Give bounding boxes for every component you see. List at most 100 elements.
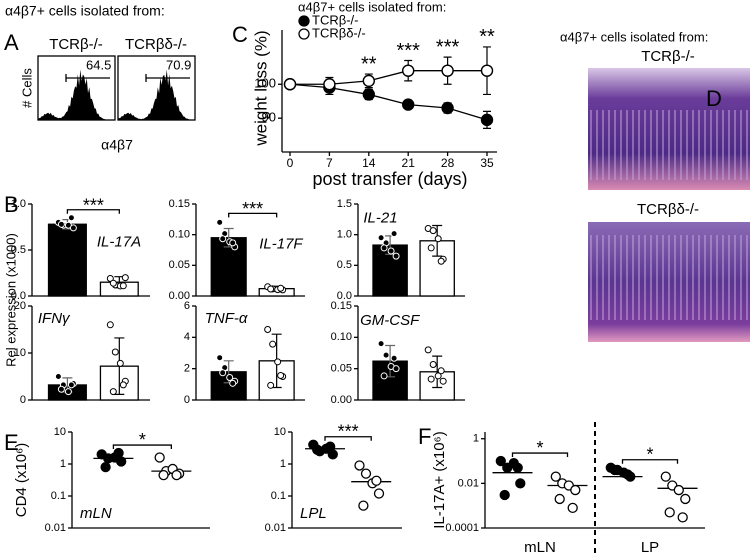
point: [371, 475, 382, 486]
significance-bracket: [621, 459, 679, 464]
point: [512, 462, 523, 473]
point: [427, 244, 435, 252]
point: [216, 354, 224, 362]
y-tick-label: 1.0: [11, 198, 26, 210]
point: [158, 469, 169, 481]
gene-label: GM-CSF: [360, 312, 420, 329]
point: [229, 379, 237, 387]
point: [495, 455, 506, 467]
point: [554, 493, 565, 505]
y-axis-label: Rel expression (x1000): [3, 233, 18, 367]
y-tick-label: 10: [54, 426, 66, 438]
y-tick-label: 0.0001: [445, 522, 479, 534]
y-tick-label: 0.05: [169, 259, 190, 271]
point: [113, 447, 124, 459]
y-axis-label: weight loss (%): [251, 30, 270, 146]
x-tick-label: mLN: [524, 539, 556, 556]
error-bar: [432, 355, 443, 389]
point: [377, 234, 385, 242]
significance: ***: [83, 195, 104, 215]
point: [116, 456, 127, 467]
panel-d-title: α4β7+ cells isolated from:: [560, 29, 708, 44]
y-axis-label: # Cells: [19, 68, 34, 108]
point: [480, 113, 494, 127]
point: [429, 227, 437, 235]
point: [216, 218, 224, 226]
point: [380, 372, 388, 380]
y-tick-label: 100: [254, 76, 276, 91]
point: [358, 500, 369, 511]
y-tick-label: 0.00: [331, 394, 352, 406]
significance-bracket: [112, 444, 173, 450]
point: [226, 374, 234, 381]
x-tick-label: 35: [480, 156, 494, 170]
significance-bracket: [228, 212, 278, 218]
point: [325, 441, 336, 452]
y-axis-label: IL-17A+ (x10⁶): [431, 431, 448, 528]
point: [154, 452, 165, 463]
gene-label: IFNγ: [38, 310, 71, 327]
point: [392, 252, 400, 260]
panel-label: C: [232, 22, 248, 47]
point: [109, 388, 117, 396]
panel-d-images: [588, 68, 750, 342]
bar: [47, 223, 87, 297]
y-tick-label: 0.1: [51, 490, 66, 502]
point: [267, 381, 275, 389]
gate-label: 70.9: [166, 57, 191, 72]
point: [362, 88, 375, 101]
y-tick-label: 1.0: [337, 229, 352, 241]
sample-label: LPL: [300, 505, 327, 522]
point: [382, 351, 390, 359]
gene-label: TNF-α: [205, 310, 248, 327]
panel-label: D: [706, 86, 722, 111]
y-tick-label: 1: [280, 458, 286, 470]
significance: ***: [338, 421, 359, 441]
x-axis-label: α4β7: [101, 137, 133, 153]
point: [570, 484, 581, 496]
point: [515, 478, 526, 489]
point: [111, 348, 119, 356]
y-tick-label: 0.01: [458, 477, 479, 489]
point: [402, 98, 415, 111]
point: [377, 340, 385, 348]
y-tick-label: 6: [184, 300, 190, 312]
point: [121, 274, 129, 282]
point: [109, 279, 117, 287]
legend-title: α4β7+ cells isolated from:: [298, 0, 446, 14]
point: [116, 359, 124, 367]
panel-label: E: [4, 430, 19, 455]
y-tick-label: 0.10: [169, 229, 190, 241]
point: [567, 502, 578, 513]
point: [677, 512, 688, 523]
point: [312, 444, 323, 455]
point: [550, 471, 561, 482]
point: [387, 247, 395, 255]
point: [57, 385, 65, 393]
line: [290, 70, 487, 85]
point: [680, 493, 691, 505]
point: [57, 220, 65, 228]
y-tick-label: 0.5: [337, 259, 352, 271]
x-tick-label: 21: [402, 156, 416, 170]
point: [660, 471, 671, 482]
significance-bracket: [324, 436, 372, 441]
significance: ***: [242, 199, 263, 219]
y-tick-label: 1: [473, 433, 479, 445]
x-tick-label: 14: [362, 156, 376, 170]
point: [424, 346, 432, 354]
y-tick-label: 4: [184, 331, 190, 343]
point: [434, 235, 442, 243]
point: [119, 282, 127, 290]
point: [392, 365, 400, 373]
panel-title: α4β7+ cells isolated from:: [5, 3, 165, 19]
point: [119, 381, 127, 389]
point: [441, 101, 454, 115]
legend-label: TCRβδ-/-: [312, 25, 366, 40]
x-tick-label: LP: [641, 539, 659, 556]
y-tick-label: 0: [184, 394, 190, 406]
legend-label: TCRβ-/-: [312, 12, 358, 27]
point: [171, 469, 182, 481]
y-tick-label: 0.1: [271, 490, 286, 502]
point: [622, 469, 633, 480]
